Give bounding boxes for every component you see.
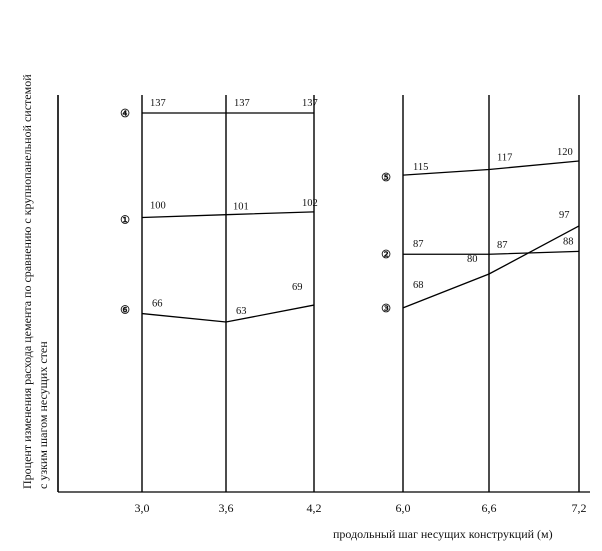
data-label-2-1: 87 [497, 240, 508, 251]
series-layer [141, 112, 580, 323]
series-marker-2: ② [381, 249, 391, 261]
grid-layer [57, 95, 590, 493]
data-label-5-0: 115 [413, 162, 428, 173]
series-marker-6: ⑥ [120, 305, 130, 317]
series-line-1 [141, 211, 315, 219]
tick-layer: 3,0 3,6 4,2 6,0 6,6 7,2 [135, 501, 587, 515]
series-marker-4: ④ [120, 108, 130, 120]
series-line-3 [402, 225, 580, 309]
data-label-4-2: 137 [302, 98, 318, 109]
data-label-3-1: 80 [467, 254, 478, 265]
data-label-4-0: 137 [150, 98, 166, 109]
x-tick-label-2: 4,2 [307, 501, 322, 515]
data-label-3-0: 68 [413, 280, 424, 291]
series-marker-5: ⑤ [381, 172, 391, 184]
data-label-2-2: 88 [563, 236, 574, 247]
data-label-1-0: 100 [150, 201, 166, 212]
label-layer: 137 137 137 ④ 100 101 102 ① 66 63 69 ⑥ 115 117 120 ⑤ 87 8… [120, 98, 573, 317]
series-marker-1: ① [120, 215, 130, 227]
series-line-5 [402, 160, 580, 176]
series-line-6 [141, 304, 315, 323]
series-line-2 [403, 250, 580, 255]
x-tick-label-1: 3,6 [219, 501, 234, 515]
series-marker-3: ③ [381, 303, 391, 315]
data-label-4-1: 137 [234, 98, 250, 109]
data-label-6-2: 69 [292, 282, 303, 293]
y-axis-label-line2: с узким шагом несущих стен [36, 341, 50, 489]
x-axis-label: продольный шаг несущих конструкций (м) [333, 527, 553, 541]
data-label-3-2: 97 [559, 210, 570, 221]
data-label-5-1: 117 [497, 152, 512, 163]
data-label-6-0: 66 [152, 299, 163, 310]
data-label-1-2: 102 [302, 198, 318, 209]
y-axis-label-line1: Процент изменения расхода цемента по сра… [20, 74, 34, 489]
x-tick-label-4: 6,6 [482, 501, 497, 515]
data-label-6-1: 63 [236, 306, 247, 317]
data-label-2-0: 87 [413, 239, 424, 250]
data-label-1-1: 101 [233, 202, 249, 213]
x-tick-label-0: 3,0 [135, 501, 150, 515]
data-label-5-2: 120 [557, 147, 573, 158]
x-tick-label-5: 7,2 [572, 501, 587, 515]
x-tick-label-3: 6,0 [396, 501, 411, 515]
